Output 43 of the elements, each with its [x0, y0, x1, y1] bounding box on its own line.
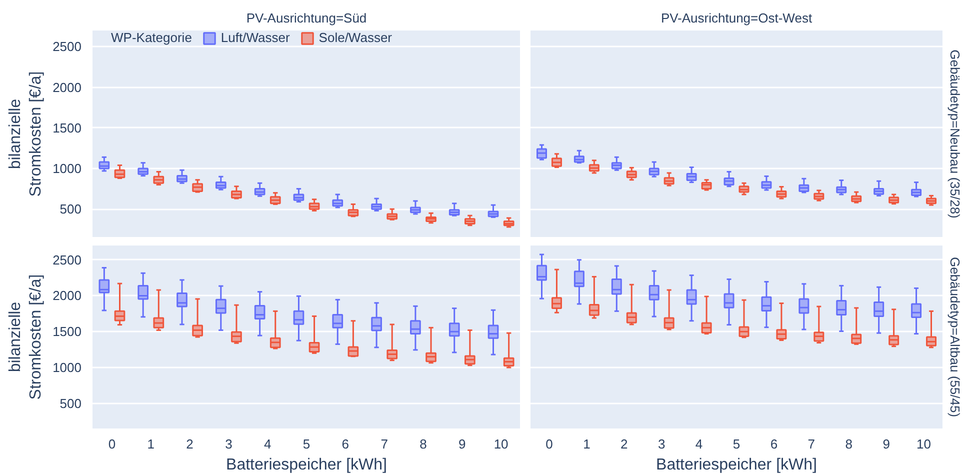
chart-title: PV-Ausrichtung=Süd — [246, 10, 367, 26]
x-tick-label: 10 — [494, 436, 508, 452]
x-tick-label: 0 — [546, 436, 553, 452]
y-tick-label: 2500 — [52, 252, 82, 268]
x-tick-label: 7 — [808, 436, 816, 452]
x-tick-label: 0 — [108, 436, 116, 452]
y-tick-label: 500 — [60, 396, 82, 411]
x-tick-label: 2 — [186, 436, 194, 452]
y-tick-label: 1000 — [52, 360, 82, 375]
x-tick-label: 10 — [916, 436, 932, 452]
x-tick-label: 6 — [770, 436, 778, 452]
x-tick-label: 9 — [458, 436, 466, 452]
x-tick-label: 5 — [732, 436, 740, 452]
x-tick-label: 7 — [380, 436, 388, 452]
legend-label: Luft/Wasser — [220, 30, 290, 45]
y-tick-label: 1500 — [52, 120, 82, 136]
x-tick-label: 1 — [583, 436, 590, 452]
x-tick-label: 2 — [620, 436, 628, 452]
x-tick-label: 9 — [882, 436, 890, 452]
x-tick-label: 3 — [225, 436, 232, 452]
y-tick-label: 1500 — [52, 324, 82, 340]
legend-title: WP-Kategorie — [111, 30, 192, 45]
y-tick-label: 2000 — [52, 80, 82, 95]
x-axis-title: Batteriespeicher [kWh] — [656, 456, 817, 474]
y-tick-label: 500 — [60, 202, 82, 217]
chart-title: PV-Ausrichtung=Ost-West — [660, 10, 812, 26]
x-tick-label: 8 — [420, 436, 427, 452]
x-tick-label: 1 — [147, 436, 154, 452]
y-axis-title: bilanzielle Stromkosten [€/a] — [7, 71, 45, 197]
x-tick-label: 4 — [695, 436, 703, 452]
y-tick-label: 2000 — [52, 288, 82, 304]
y-axis-title: bilanzielle Stromkosten [€/a] — [7, 274, 45, 400]
x-tick-label: 3 — [658, 436, 666, 452]
y-tick-label: 1000 — [52, 161, 82, 176]
x-tick-label: 4 — [264, 436, 272, 452]
text: Gebäudetyp=Altbau (55/45) — [948, 256, 962, 418]
legend-label: Sole/Wasser — [318, 30, 392, 45]
x-tick-label: 8 — [845, 436, 852, 452]
text: Gebäudetyp=Neubau (35/28) — [948, 50, 962, 218]
x-tick-label: 5 — [302, 436, 310, 452]
y-tick-label: 2500 — [52, 39, 82, 54]
x-axis-title: Batteriespeicher [kWh] — [226, 456, 387, 474]
x-tick-label: 6 — [342, 436, 350, 452]
